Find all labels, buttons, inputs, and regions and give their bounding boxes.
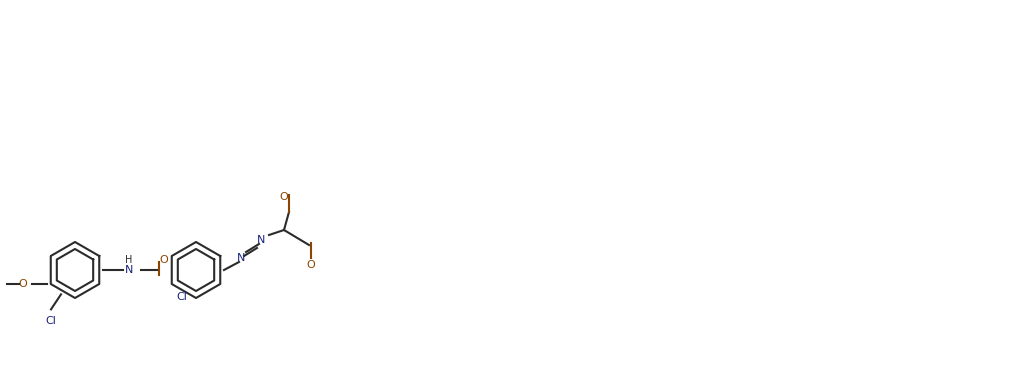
Text: N: N [257, 235, 266, 245]
Text: N: N [236, 253, 245, 263]
Text: O: O [18, 279, 27, 289]
Text: O: O [280, 192, 289, 202]
Text: O: O [307, 260, 315, 270]
Text: H: H [125, 255, 132, 265]
Text: N: N [125, 265, 133, 275]
Text: Cl: Cl [177, 293, 188, 302]
Text: O: O [159, 255, 168, 265]
Text: Cl: Cl [45, 316, 57, 326]
